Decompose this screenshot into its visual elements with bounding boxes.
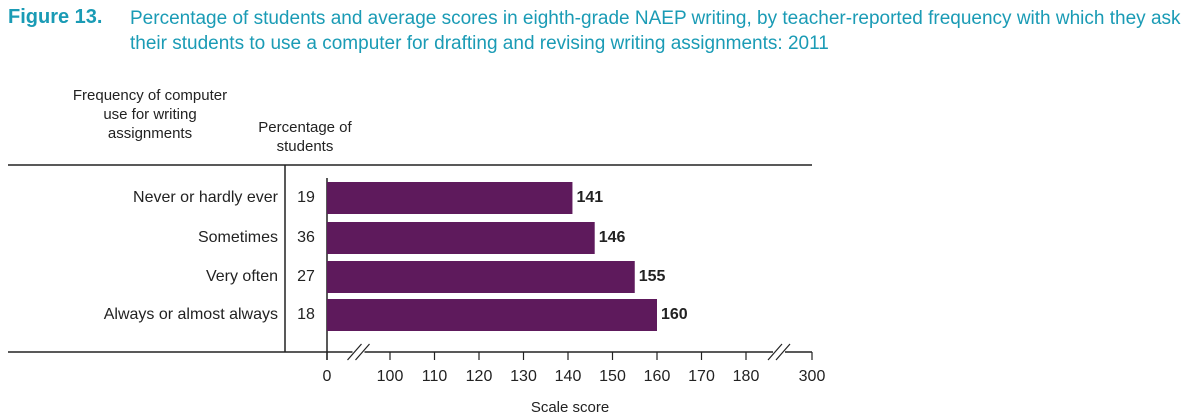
axis-break-mark: [767, 343, 783, 361]
axis-break-mark: [355, 343, 370, 361]
x-tick-label: 0: [323, 368, 332, 385]
x-axis-label: Scale score: [531, 399, 609, 416]
data-label: 141: [576, 189, 603, 206]
bar: [327, 261, 635, 293]
x-tick-label: 150: [599, 368, 626, 385]
x-tick-label: 160: [644, 368, 671, 385]
percentage: 36: [297, 229, 315, 246]
figure-label: Figure 13.: [8, 6, 103, 28]
data-label: 155: [639, 268, 666, 285]
data-label: 146: [599, 229, 626, 246]
x-tick-label: 140: [555, 368, 582, 385]
x-tick-label: 120: [466, 368, 493, 385]
category-header: Frequency of computer use for writing as…: [72, 87, 228, 142]
percentage: 27: [297, 268, 315, 285]
x-tick-label: 100: [377, 368, 404, 385]
x-tick-label: 170: [688, 368, 715, 385]
x-tick-label: 110: [422, 368, 448, 385]
bar: [327, 299, 657, 331]
bar: [327, 182, 573, 214]
category-label: Sometimes: [198, 229, 278, 246]
axis-break-mark: [775, 343, 791, 361]
bar: [327, 222, 595, 254]
category-label: Always or almost always: [104, 306, 278, 323]
x-tick-label: 300: [799, 368, 826, 385]
percentage: 19: [297, 189, 315, 206]
x-tick-label: 130: [510, 368, 537, 385]
chart-title: Percentage of students and average score…: [130, 8, 1181, 54]
category-label: Never or hardly ever: [133, 189, 279, 206]
data-label: 160: [661, 306, 688, 323]
category-label: Very often: [206, 268, 278, 285]
percentage: 18: [297, 306, 315, 323]
axis-break-mark: [347, 343, 362, 361]
axis-break-gap: [352, 349, 365, 355]
axis-break-gap: [773, 349, 785, 355]
x-tick-label: 180: [733, 368, 760, 385]
percentage-header: Percentage of students: [258, 119, 352, 155]
